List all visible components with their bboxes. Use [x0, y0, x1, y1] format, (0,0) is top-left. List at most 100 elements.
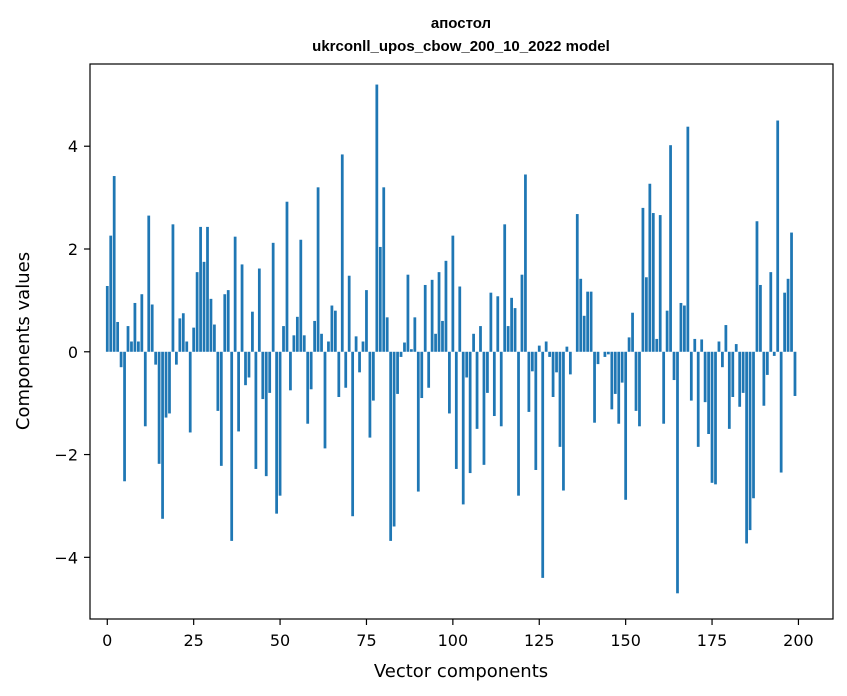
y-tick-label: 0 [68, 343, 78, 362]
bar-22 [181, 313, 185, 352]
bar-91 [420, 351, 424, 399]
bar-110 [486, 351, 489, 393]
bar-172 [700, 339, 704, 352]
bar-157 [648, 183, 652, 352]
bar-121 [524, 174, 527, 352]
bar-101 [454, 351, 458, 469]
bar-49 [275, 351, 278, 514]
bar-93 [427, 351, 431, 388]
bar-64 [327, 341, 330, 352]
bar-32 [216, 351, 220, 411]
bar-138 [582, 315, 586, 352]
bar-76 [368, 351, 372, 438]
bar-167 [683, 305, 686, 352]
bar-105 [468, 351, 472, 474]
bar-175 [710, 351, 714, 483]
bar-123 [530, 351, 534, 372]
bar-96 [437, 272, 441, 352]
bar-31 [213, 324, 216, 352]
bar-63 [323, 351, 327, 449]
bar-104 [465, 351, 469, 378]
bar-186 [748, 351, 752, 531]
bar-189 [759, 284, 762, 352]
bar-171 [696, 351, 700, 447]
chart-title: апостол [431, 15, 491, 32]
bar-173 [703, 351, 707, 403]
bar-119 [517, 351, 520, 496]
bar-148 [617, 351, 621, 424]
bar-95 [434, 333, 437, 352]
bar-102 [458, 286, 462, 352]
bar-81 [385, 317, 389, 352]
bar-168 [686, 126, 690, 352]
bar-128 [548, 351, 551, 357]
bar-20 [175, 351, 178, 365]
bar-147 [613, 351, 617, 394]
bar-23 [185, 341, 189, 352]
bar-43 [254, 351, 258, 469]
bar-55 [295, 316, 299, 352]
bar-77 [371, 351, 375, 401]
bar-145 [606, 351, 610, 355]
bar-56 [299, 239, 303, 352]
bar-52 [285, 201, 289, 352]
bar-154 [638, 351, 641, 427]
x-tick-label: 25 [183, 631, 203, 650]
bar-85 [399, 351, 403, 357]
bar-12 [147, 215, 151, 352]
x-tick-label: 125 [524, 631, 555, 650]
bar-84 [396, 351, 399, 394]
bar-191 [765, 351, 769, 375]
bar-10 [140, 294, 144, 352]
bar-11 [143, 351, 147, 427]
bar-36 [230, 351, 234, 541]
bar-107 [475, 351, 479, 429]
bar-86 [403, 342, 406, 352]
bar-149 [620, 351, 624, 383]
bar-15 [157, 351, 161, 464]
bar-67 [337, 351, 341, 397]
bar-134 [568, 351, 572, 375]
bar-75 [365, 290, 368, 352]
bar-178 [721, 351, 724, 368]
bar-51 [282, 326, 285, 352]
bar-39 [240, 264, 244, 352]
bar-198 [790, 232, 793, 352]
bar-153 [634, 351, 638, 411]
bar-125 [537, 345, 541, 352]
bar-83 [392, 351, 396, 527]
bar-136 [575, 214, 579, 352]
bar-199 [793, 351, 797, 396]
bar-118 [513, 308, 517, 352]
chart-subtitle: ukrconll_upos_cbow_200_10_2022 model [312, 38, 610, 55]
x-tick-label: 0 [102, 631, 112, 650]
bar-146 [610, 351, 614, 410]
bar-193 [772, 351, 776, 356]
bar-156 [645, 277, 648, 352]
bar-162 [665, 310, 669, 352]
bar-114 [499, 351, 503, 427]
x-tick-label: 50 [270, 631, 290, 650]
bar-5 [123, 351, 126, 482]
bar-89 [413, 317, 417, 352]
bar-82 [389, 351, 393, 541]
bar-6 [126, 326, 130, 352]
bar-116 [506, 326, 510, 352]
bar-62 [320, 333, 323, 352]
bar-73 [358, 351, 361, 373]
bar-182 [734, 344, 738, 352]
bar-196 [783, 292, 786, 352]
bar-152 [631, 312, 634, 352]
bar-127 [544, 341, 548, 352]
x-tick-label: 200 [783, 631, 814, 650]
bar-24 [188, 351, 192, 433]
bar-74 [361, 341, 365, 352]
bar-16 [161, 351, 164, 519]
bar-106 [472, 333, 475, 352]
bar-42 [251, 311, 254, 352]
bar-124 [534, 351, 538, 470]
bar-69 [344, 351, 348, 388]
x-tick-label: 100 [438, 631, 469, 650]
bar-181 [731, 351, 735, 397]
plot-frame [89, 63, 834, 620]
